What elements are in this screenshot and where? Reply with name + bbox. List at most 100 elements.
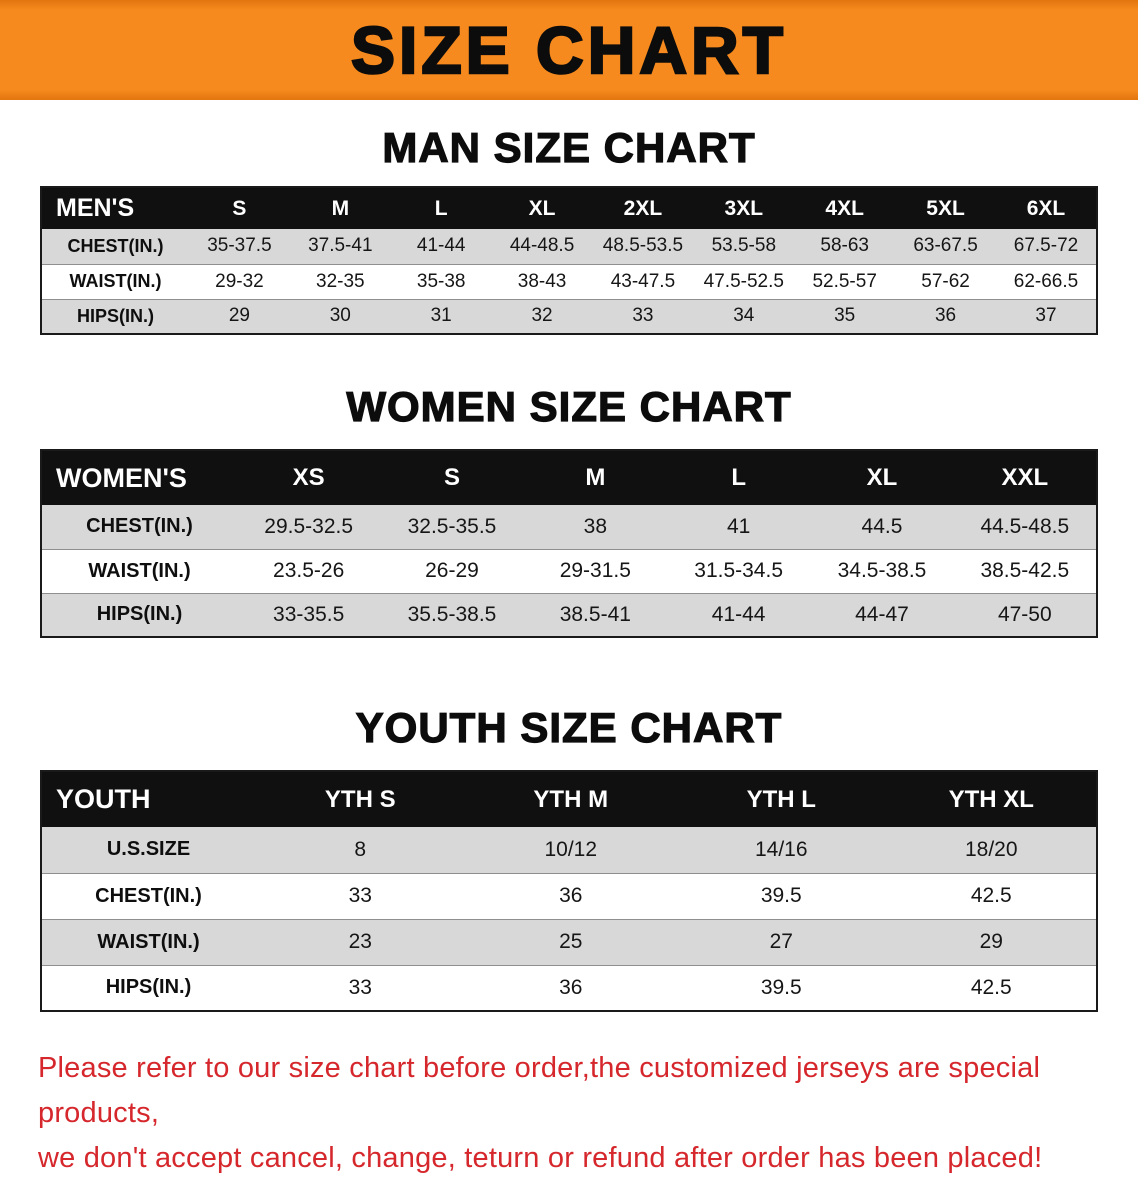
measurement-cell: 43-47.5	[592, 264, 694, 300]
women-measure-row: WAIST(IN.) 23.5-26 26-29 29-31.5 31.5-34.5 34…	[41, 549, 1097, 594]
disclaimer: Please refer to our size chart before or…	[38, 1046, 1102, 1181]
measurement-cell: 18/20	[886, 827, 1097, 874]
measurement-cell: 47.5-52.5	[693, 264, 795, 300]
men-size-header: M	[289, 187, 391, 229]
measurement-cell: 39.5	[676, 873, 887, 920]
measurement-cell: 33	[255, 965, 466, 1012]
measurement-cell: 29	[189, 299, 290, 335]
measurement-cell: 44-48.5	[491, 229, 593, 265]
women-size-header: XL	[810, 450, 954, 505]
page-title: SIZE CHART	[350, 13, 787, 87]
measurement-cell: 63-67.5	[895, 229, 996, 265]
men-size-header: 6XL	[996, 187, 1097, 229]
youth-size-header: YTH XL	[886, 771, 1097, 827]
youth-section-heading: YOUTH SIZE CHART	[355, 703, 783, 751]
measurement-cell: 53.5-58	[693, 229, 795, 265]
measurement-cell: 33-35.5	[237, 593, 381, 638]
women-table-title-cell: WOMEN'S	[41, 450, 237, 505]
women-measure-row: HIPS(IN.) 33-35.5 35.5-38.5 38.5-41 41-44 44-…	[41, 593, 1097, 638]
measurement-cell: 35-38	[390, 264, 492, 300]
measurement-cell: 39.5	[676, 965, 887, 1012]
youth-size-header: YTH S	[255, 771, 466, 827]
row-label: HIPS(IN.)	[41, 593, 237, 638]
men-measure-row: HIPS(IN.) 29 30 31 32 33 34 35 36 37	[41, 299, 1097, 335]
measurement-cell: 41	[666, 505, 811, 550]
row-label: WAIST(IN.)	[41, 549, 237, 594]
measurement-cell: 37.5-41	[289, 229, 391, 265]
measurement-cell: 30	[289, 299, 391, 335]
men-measure-row: WAIST(IN.) 29-32 32-35 35-38 38-43 43-47.5 47.…	[41, 264, 1097, 300]
measurement-cell: 14/16	[676, 827, 887, 874]
men-size-header: S	[189, 187, 290, 229]
row-label: HIPS(IN.)	[41, 965, 255, 1012]
measurement-cell: 36	[465, 965, 676, 1012]
measurement-cell: 38-43	[491, 264, 593, 300]
measurement-cell: 47-50	[953, 593, 1097, 638]
measurement-cell: 42.5	[886, 965, 1097, 1012]
men-header-row: MEN'S S M L XL 2XL 3XL 4XL 5XL 6XL	[41, 187, 1097, 229]
women-section-heading: WOMEN SIZE CHART	[346, 382, 792, 430]
measurement-cell: 23	[255, 919, 466, 966]
disclaimer-line-2: we don't accept cancel, change, teturn o…	[38, 1141, 1043, 1174]
men-size-header: 3XL	[693, 187, 795, 229]
measurement-cell: 52.5-57	[794, 264, 896, 300]
men-size-header: 2XL	[592, 187, 694, 229]
youth-size-header: YTH L	[676, 771, 887, 827]
measurement-cell: 27	[676, 919, 887, 966]
measurement-cell: 67.5-72	[996, 229, 1097, 265]
women-size-header: S	[380, 450, 524, 505]
youth-header-row: YOUTH YTH S YTH M YTH L YTH XL	[41, 771, 1097, 827]
measurement-cell: 34.5-38.5	[810, 549, 954, 594]
measurement-cell: 29-31.5	[523, 549, 667, 594]
measurement-cell: 32.5-35.5	[380, 505, 524, 550]
youth-measure-row: U.S.SIZE 8 10/12 14/16 18/20	[41, 827, 1097, 874]
youth-measure-row: HIPS(IN.) 33 36 39.5 42.5	[41, 965, 1097, 1012]
measurement-cell: 29	[886, 919, 1097, 966]
measurement-cell: 38	[523, 505, 667, 550]
men-size-header: 4XL	[794, 187, 896, 229]
men-section-heading: MAN SIZE CHART	[382, 123, 756, 171]
measurement-cell: 31	[390, 299, 492, 335]
measurement-cell: 10/12	[465, 827, 676, 874]
measurement-cell: 29-32	[189, 264, 290, 300]
measurement-cell: 8	[255, 827, 466, 874]
row-label: WAIST(IN.)	[41, 919, 255, 966]
youth-measure-row: CHEST(IN.) 33 36 39.5 42.5	[41, 873, 1097, 920]
women-size-header: M	[523, 450, 667, 505]
men-size-header: XL	[491, 187, 593, 229]
banner: SIZE CHART	[0, 0, 1138, 100]
measurement-cell: 44.5	[810, 505, 954, 550]
measurement-cell: 35.5-38.5	[380, 593, 524, 638]
measurement-cell: 36	[465, 873, 676, 920]
measurement-cell: 35	[794, 299, 896, 335]
measurement-cell: 32-35	[289, 264, 391, 300]
row-label: CHEST(IN.)	[41, 229, 189, 265]
women-header-row: WOMEN'S XS S M L XL XXL	[41, 450, 1097, 505]
measurement-cell: 29.5-32.5	[237, 505, 381, 550]
measurement-cell: 57-62	[895, 264, 996, 300]
measurement-cell: 33	[592, 299, 694, 335]
men-measure-row: CHEST(IN.) 35-37.5 37.5-41 41-44 44-48.5 48.5…	[41, 229, 1097, 265]
measurement-cell: 31.5-34.5	[666, 549, 811, 594]
section-women: WOMEN SIZE CHART WOMEN'S XS S M L XL XXL CHEST(I…	[40, 382, 1098, 638]
measurement-cell: 36	[895, 299, 996, 335]
measurement-cell: 34	[693, 299, 795, 335]
women-size-header: XS	[237, 450, 381, 505]
measurement-cell: 48.5-53.5	[592, 229, 694, 265]
row-label: U.S.SIZE	[41, 827, 255, 874]
measurement-cell: 32	[491, 299, 593, 335]
measurement-cell: 41-44	[390, 229, 492, 265]
measurement-cell: 38.5-41	[523, 593, 667, 638]
men-table-title-cell: MEN'S	[41, 187, 189, 229]
disclaimer-line-1: Please refer to our size chart before or…	[38, 1052, 1041, 1129]
sections-container: MAN SIZE CHART MEN'S S M L XL 2XL 3XL 4XL 5XL 6XL C…	[0, 123, 1138, 1012]
men-size-header: 5XL	[895, 187, 996, 229]
measurement-cell: 62-66.5	[996, 264, 1097, 300]
measurement-cell: 33	[255, 873, 466, 920]
women-size-table: WOMEN'S XS S M L XL XXL CHEST(IN.) 29.5-32.5 32.5…	[40, 449, 1098, 638]
measurement-cell: 38.5-42.5	[953, 549, 1097, 594]
women-size-header: XXL	[953, 450, 1097, 505]
youth-size-table: YOUTH YTH S YTH M YTH L YTH XL U.S.SIZE 8 10/12…	[40, 770, 1098, 1012]
men-size-table: MEN'S S M L XL 2XL 3XL 4XL 5XL 6XL CHEST(IN.) 35-37…	[40, 186, 1098, 335]
